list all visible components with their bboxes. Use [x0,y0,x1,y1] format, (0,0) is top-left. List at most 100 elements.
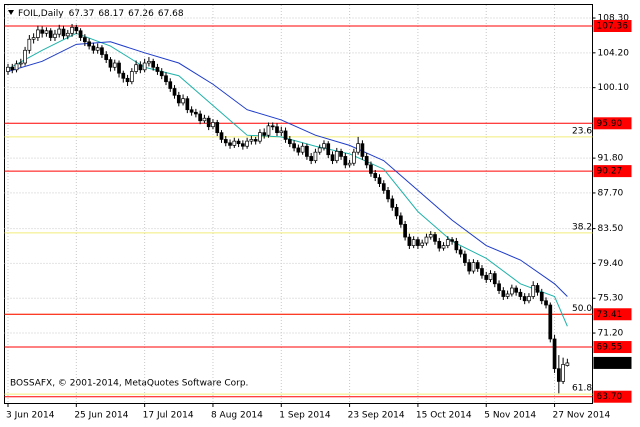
candle-body [501,290,506,297]
candle-body [270,125,275,128]
candle-body [275,126,279,133]
candle-body [211,122,215,128]
candle-body [53,33,57,38]
candle-body [181,98,185,104]
candle-body [232,140,237,146]
candle-body [458,249,463,255]
candle-body [10,66,15,71]
candle-body [497,283,501,291]
candle-body [219,132,224,140]
candle-body [433,234,437,242]
y-tick-label: 79.40 [598,259,624,269]
candle-body [283,130,288,140]
candle-body [117,62,121,74]
candle-body [441,245,446,249]
open-value: 67.37 [69,9,95,19]
x-tick-label: 27 Nov 2014 [553,411,611,421]
candle-body [548,304,553,340]
x-tick-label: 15 Oct 2014 [416,411,472,421]
moving-average [7,32,568,327]
candle-body [6,66,10,72]
candle-body [176,94,181,104]
x-tick-label: 5 Nov 2014 [484,411,536,421]
candle-body [147,60,151,64]
candle-body [386,190,390,200]
candle-body [463,253,467,263]
candle-body [330,154,335,162]
candle-body [129,71,134,83]
candle-body [253,139,258,142]
menu-arrow[interactable] [8,10,14,15]
candle-body [488,273,493,280]
y-tick-label: 108.30 [598,14,630,24]
candle-body [155,66,160,72]
candle-body [343,156,348,166]
level-tag [593,390,632,403]
candle-body [322,143,326,149]
candle-body [565,362,570,366]
candle-body [258,132,262,142]
candle-body [18,62,23,65]
candle-body [36,29,40,38]
level-tag [593,165,632,178]
candle-body [108,59,113,68]
candle-body [471,262,476,272]
candle-body [245,140,249,147]
candle-body [121,72,126,79]
level-tag [593,308,632,321]
candle-body [236,140,241,145]
symbol: FOIL,Daily [18,9,64,19]
level-tag [593,341,632,354]
candle-body [428,234,433,238]
candle-body [334,150,339,162]
candle-body [266,125,271,136]
candle-body [394,207,399,217]
candle-body [168,81,173,89]
candle-body [125,77,130,83]
candle-body [134,64,138,72]
candle-body [159,71,164,77]
candle-body [535,285,540,293]
candle-body [420,242,425,246]
price-label: 67.68 [597,358,623,368]
candle-body [407,236,412,246]
y-tick-label: 104.20 [598,48,630,58]
candle-body [552,338,557,370]
candle-body [44,30,49,34]
candle-body [189,109,194,113]
level-label: 73.41 [597,310,623,320]
y-tick-label: 91.80 [598,154,624,164]
candle-body [138,64,143,71]
candle-body [518,291,523,297]
candle-body [78,30,83,38]
candle-body [373,173,378,178]
level-label: 95.90 [597,119,623,129]
moving-average [7,41,568,297]
candle-body [381,183,386,191]
candle-body [249,139,254,142]
fibo-label: 61.8 [572,384,592,394]
candle-body [510,287,514,295]
candle-body [65,32,70,37]
y-tick-label: 100.10 [598,83,630,93]
candle-body [445,239,450,246]
y-tick-label: 83.50 [598,224,624,234]
candle-body [57,28,62,35]
candle-body [279,130,284,133]
candle-body [450,239,454,242]
plot-frame [4,4,593,404]
candle-body [377,177,382,184]
candle-body [561,364,565,382]
candle-body [27,38,32,51]
price-tag [593,356,632,369]
candle-body [305,145,309,157]
candle-body [292,143,296,149]
candle-body [356,143,360,153]
candle-body [100,47,104,55]
candle-body [40,29,45,34]
candle-body [206,117,211,128]
candle-body [326,143,331,156]
candle-body [31,37,36,40]
